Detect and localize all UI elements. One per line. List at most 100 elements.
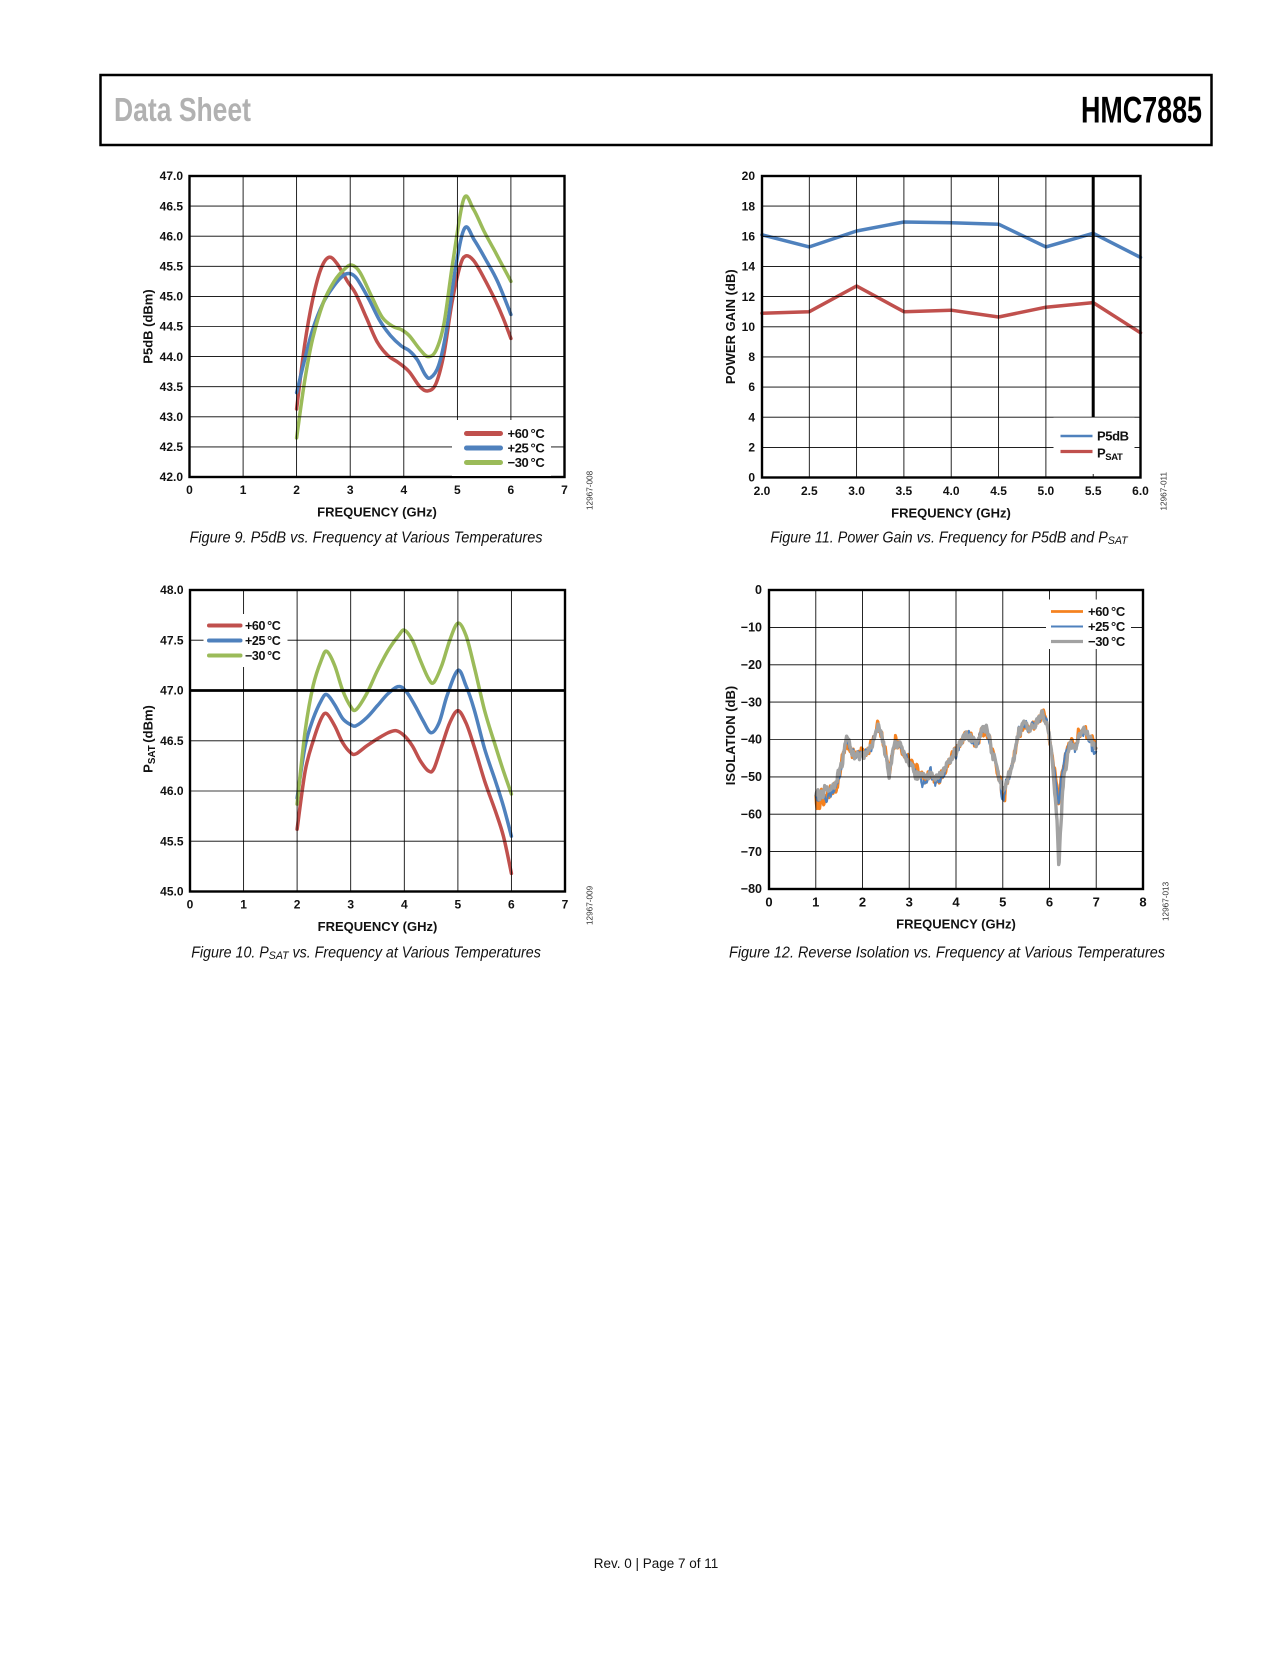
svg-text:3: 3	[906, 895, 913, 910]
svg-text:47.5: 47.5	[160, 634, 184, 648]
svg-text:−60: −60	[741, 808, 762, 822]
svg-text:20: 20	[742, 169, 756, 183]
svg-text:44.5: 44.5	[160, 320, 184, 334]
svg-text:0: 0	[187, 898, 194, 912]
svg-text:3.5: 3.5	[896, 484, 913, 498]
svg-text:FREQUENCY (GHz): FREQUENCY (GHz)	[891, 506, 1011, 521]
svg-text:6: 6	[1046, 895, 1053, 910]
svg-text:16: 16	[742, 230, 756, 244]
svg-text:7: 7	[1093, 895, 1100, 910]
svg-text:+25 °C: +25 °C	[1088, 619, 1126, 634]
svg-text:4.5: 4.5	[990, 484, 1007, 498]
svg-text:Data Sheet: Data Sheet	[114, 91, 251, 128]
svg-text:43.5: 43.5	[160, 380, 184, 394]
svg-text:4: 4	[748, 410, 755, 424]
svg-text:43.0: 43.0	[160, 410, 184, 424]
svg-text:Figure 12. Reverse Isolation v: Figure 12. Reverse Isolation vs. Frequen…	[729, 945, 1165, 962]
svg-text:7: 7	[562, 898, 569, 912]
svg-text:5: 5	[455, 898, 462, 912]
svg-text:4: 4	[952, 895, 960, 910]
svg-text:Rev. 0 | Page 7 of 11: Rev. 0 | Page 7 of 11	[594, 1556, 719, 1571]
svg-text:4.0: 4.0	[943, 484, 960, 498]
svg-text:8: 8	[748, 350, 755, 364]
svg-text:0: 0	[748, 471, 755, 485]
svg-text:2.0: 2.0	[754, 484, 771, 498]
svg-text:5.5: 5.5	[1085, 484, 1102, 498]
svg-text:2.5: 2.5	[801, 484, 818, 498]
svg-text:−10: −10	[741, 621, 762, 635]
svg-text:+25 °C: +25 °C	[508, 441, 546, 456]
svg-text:0: 0	[186, 483, 193, 497]
svg-text:12967-008: 12967-008	[586, 470, 595, 510]
svg-text:5: 5	[454, 483, 461, 497]
svg-text:45.5: 45.5	[160, 835, 184, 849]
svg-text:7: 7	[561, 483, 568, 497]
svg-text:+60 °C: +60 °C	[1088, 604, 1126, 619]
svg-text:45.0: 45.0	[160, 290, 184, 304]
svg-text:−30 °C: −30 °C	[1088, 634, 1126, 649]
svg-text:−30 °C: −30 °C	[245, 649, 281, 663]
svg-text:−80: −80	[741, 882, 762, 896]
svg-text:42.5: 42.5	[160, 440, 184, 454]
svg-text:0: 0	[765, 895, 772, 910]
svg-text:POWER GAIN (dB): POWER GAIN (dB)	[723, 269, 738, 384]
svg-text:Figure 9. P5dB vs. Frequency a: Figure 9. P5dB vs. Frequency at Various …	[190, 529, 543, 546]
svg-text:FREQUENCY (GHz): FREQUENCY (GHz)	[318, 919, 438, 934]
svg-text:12967-011: 12967-011	[1160, 472, 1169, 511]
svg-text:−20: −20	[741, 658, 762, 672]
svg-text:1: 1	[240, 483, 247, 497]
svg-text:3: 3	[347, 483, 354, 497]
svg-text:6: 6	[748, 380, 755, 394]
svg-text:2: 2	[748, 441, 755, 455]
svg-text:−40: −40	[741, 733, 762, 747]
svg-text:47.0: 47.0	[160, 169, 184, 183]
svg-text:1: 1	[812, 895, 819, 910]
svg-text:+60 °C: +60 °C	[508, 426, 546, 441]
svg-text:+60 °C: +60 °C	[245, 619, 281, 633]
svg-text:Figure 11. Power Gain vs. Freq: Figure 11. Power Gain vs. Frequency for …	[770, 529, 1129, 547]
svg-text:5: 5	[999, 895, 1006, 910]
svg-text:−50: −50	[741, 770, 762, 784]
svg-text:0: 0	[755, 583, 762, 597]
svg-text:−70: −70	[741, 845, 762, 859]
svg-text:18: 18	[742, 199, 756, 213]
svg-text:2: 2	[859, 895, 866, 910]
svg-text:3.0: 3.0	[848, 484, 865, 498]
svg-text:2: 2	[293, 483, 300, 497]
svg-text:P5dB (dBm): P5dB (dBm)	[141, 289, 156, 363]
svg-text:+25 °C: +25 °C	[245, 634, 281, 648]
svg-text:10: 10	[742, 320, 756, 334]
svg-text:HMC7885: HMC7885	[1081, 90, 1202, 131]
svg-text:4: 4	[400, 483, 407, 497]
svg-text:44.0: 44.0	[160, 350, 184, 364]
svg-text:Figure 10. PSAT vs. Frequency: Figure 10. PSAT vs. Frequency at Various…	[191, 945, 541, 962]
svg-text:2: 2	[294, 898, 301, 912]
svg-text:48.0: 48.0	[160, 583, 184, 597]
svg-text:45.0: 45.0	[160, 885, 184, 899]
svg-text:46.0: 46.0	[160, 229, 184, 243]
svg-text:5.0: 5.0	[1038, 484, 1055, 498]
svg-text:47.0: 47.0	[160, 684, 184, 698]
svg-text:45.5: 45.5	[160, 260, 184, 274]
svg-text:12967-013: 12967-013	[1162, 881, 1171, 921]
svg-text:12: 12	[742, 290, 756, 304]
svg-text:6.0: 6.0	[1132, 484, 1149, 498]
svg-text:6: 6	[508, 483, 515, 497]
svg-text:FREQUENCY (GHz): FREQUENCY (GHz)	[317, 505, 437, 520]
svg-text:P5dB: P5dB	[1097, 429, 1129, 444]
svg-text:46.0: 46.0	[160, 784, 184, 798]
svg-text:−30 °C: −30 °C	[508, 455, 546, 470]
svg-text:42.0: 42.0	[160, 470, 184, 484]
svg-text:46.5: 46.5	[160, 199, 184, 213]
svg-text:ISOLATION (dB): ISOLATION (dB)	[723, 686, 738, 785]
svg-text:14: 14	[742, 260, 756, 274]
svg-text:3: 3	[347, 898, 354, 912]
svg-text:46.5: 46.5	[160, 734, 184, 748]
svg-text:12967-009: 12967-009	[586, 885, 595, 925]
svg-text:FREQUENCY (GHz): FREQUENCY (GHz)	[896, 917, 1016, 932]
svg-text:4: 4	[401, 898, 408, 912]
svg-text:−30: −30	[741, 695, 762, 709]
svg-text:1: 1	[240, 898, 247, 912]
svg-text:6: 6	[508, 898, 515, 912]
svg-text:8: 8	[1139, 895, 1146, 910]
